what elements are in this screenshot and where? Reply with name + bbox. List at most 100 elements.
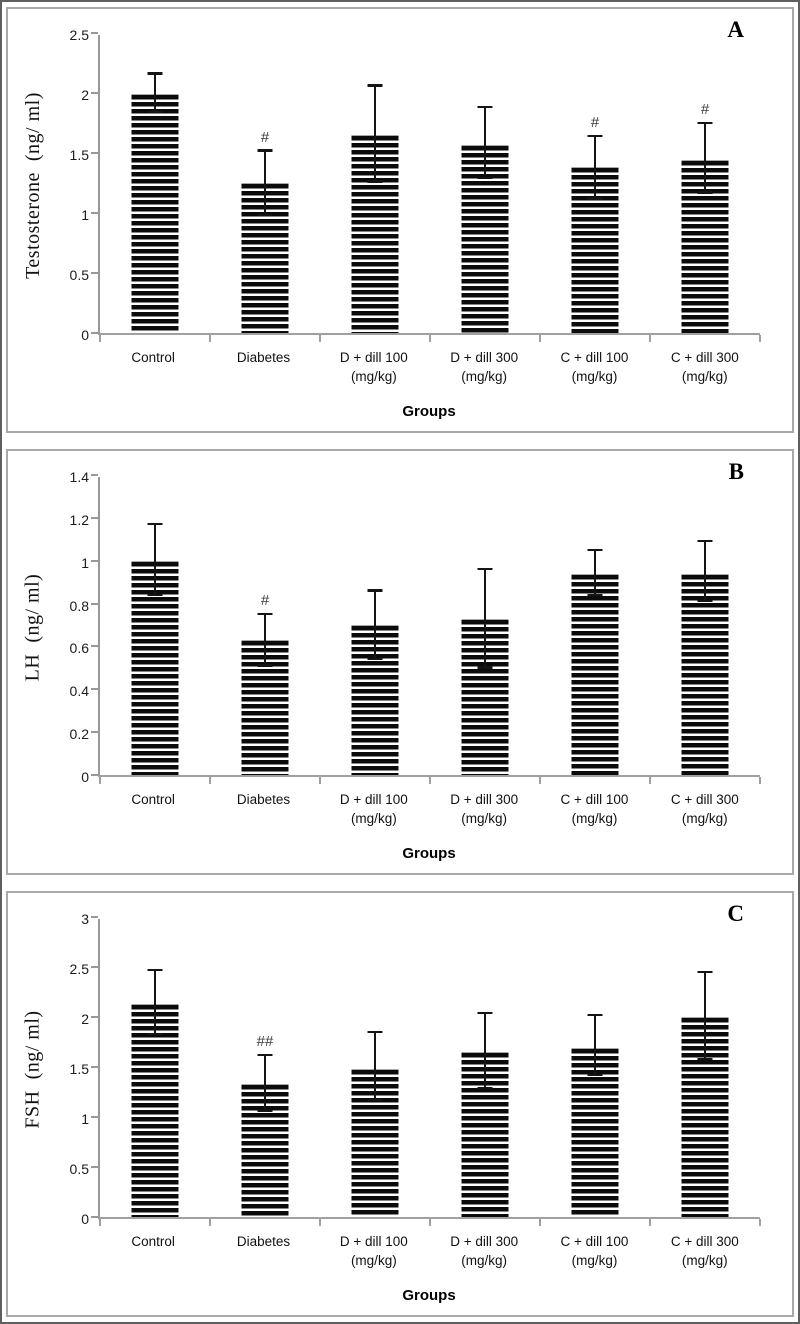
error-bar-cap-bottom [257,1109,273,1112]
x-tick-mark [759,335,761,342]
category-slot [320,477,430,775]
x-axis-title: Groups [402,1286,456,1304]
category-slot [430,477,540,775]
y-tick-label: 0.8 [69,597,89,614]
y-tick-mark [91,332,98,334]
y-tick-mark [91,774,98,776]
y-tick-label: 1 [81,554,89,571]
x-category-label: C + dill 300 (mg/kg) [670,1234,739,1268]
error-bar-line [264,1055,266,1111]
x-category-label: C + dill 300 (mg/kg) [670,350,739,384]
category-slot [320,919,430,1217]
error-bar-cap-top [477,567,493,571]
panel-letter-c: C [727,901,744,926]
bar-4 [571,573,619,775]
y-tick-mark [91,1066,98,1068]
y-tick-label: 2 [81,1011,89,1027]
y-tick-label: 1.5 [69,1061,89,1077]
x-category-label: C + dill 100 (mg/kg) [560,792,629,826]
error-bar-cap-bottom [147,593,163,596]
y-tick-mark [91,152,98,154]
x-axis-labels: Control Diabetes D + dill 100 (mg/kg) D + di… [98,1219,760,1278]
error-bar-cap-top [257,612,273,616]
error-bar-cap-top [147,968,163,971]
error-bar-cap-bottom [257,213,273,217]
y-tick-mark [91,688,98,691]
x-tick-mark [318,1219,321,1226]
error-bar-cap-top [257,1053,273,1056]
error-bar-line [374,1032,376,1100]
x-axis-title: Groups [402,844,456,862]
error-bar-cap-top [697,539,713,543]
x-category-label: D + dill 100 (mg/kg) [339,792,408,826]
y-tick-mark [91,474,98,476]
x-tick-mark [429,777,431,784]
y-axis-ticks: 0 0.2 0.4 0.6 0.8 1 1.2 1.4 [50,469,98,785]
error-bar-line [374,590,376,660]
panel-letter-a: A [727,17,744,42]
bar-0 [131,94,179,333]
x-category-label: Diabetes [236,1234,291,1249]
y-tick-label: 1.4 [69,469,89,485]
y-tick-label: 0.5 [69,1161,89,1177]
y-axis-ticks: 0 0.5 1 1.5 2 2.5 3 [50,911,98,1227]
error-bar-line [594,550,596,595]
y-tick-label: 3 [81,911,89,927]
error-bar-cap-top [147,522,163,526]
error-bar-cap-bottom [587,197,603,200]
x-tick-mark [208,777,211,784]
error-bar-line [704,123,706,193]
y-tick-mark [91,645,98,648]
error-bar-cap-bottom [587,593,603,596]
error-bar-cap-bottom [257,664,273,667]
error-bar-cap-bottom [367,1098,383,1101]
category-slot: # [650,35,760,333]
x-tick-mark [99,1219,101,1226]
category-slot: # [210,477,320,775]
error-bar-cap-bottom [367,180,383,183]
y-axis-ticks: 0 0.5 1 1.5 2 2.5 [50,27,98,343]
y-tick-mark [91,516,98,519]
x-category-label: C + dill 100 (mg/kg) [560,350,629,384]
y-axis-title: Testosterone (ng/ ml) [21,91,44,279]
panel-a: A Testosterone (ng/ ml) 0 0.5 1 1.5 2 2.5 # # #… [6,7,794,433]
y-tick-label: 0 [81,327,89,343]
y-tick-label: 0.2 [69,726,89,743]
y-tick-label: 1.5 [69,147,89,163]
panel-letter-b: B [728,459,744,484]
x-tick-mark [649,1219,651,1226]
error-bar-line [264,150,266,216]
plot-area: # [91,474,761,784]
error-bar-cap-bottom [477,1086,493,1089]
y-tick-mark [91,32,98,34]
error-bar-line [374,85,376,182]
y-tick-label: 1 [81,1111,89,1127]
error-bar-cap-top [257,149,273,152]
y-tick-label: 0 [81,1211,89,1227]
y-tick-mark [91,1216,98,1218]
error-bar-cap-top [367,1030,383,1033]
x-tick-mark [649,777,651,784]
chart-fsh: FSH (ng/ ml) 0 0.5 1 1.5 2 2.5 3 ## Control Dia… [16,903,768,1311]
panel-b: B LH (ng/ ml) 0 0.2 0.4 0.6 0.8 1 1.2 1.4 # Con… [6,449,794,875]
category-slot [430,919,540,1217]
error-bar-cap-bottom [477,176,493,180]
plot-area: # # # [91,32,761,342]
y-tick-mark [91,559,98,562]
category-slot [100,35,210,333]
error-bar-line [704,541,706,602]
error-bar-cap-top [367,84,383,87]
y-tick-mark [91,92,98,94]
x-category-label: Control [131,792,175,807]
x-tick-mark [538,335,541,342]
category-slot [650,477,760,775]
y-axis-title: FSH (ng/ ml) [21,1009,44,1129]
x-axis-labels: Control Diabetes D + dill 100 (mg/kg) D + di… [98,335,760,394]
x-tick-mark [99,777,101,784]
bar-5 [681,573,729,775]
error-bar-cap-bottom [147,1032,163,1035]
significance-mark: # [700,101,710,118]
x-category-label: D + dill 300 (mg/kg) [450,350,519,384]
error-bar-cap-bottom [697,599,713,603]
y-tick-label: 2.5 [69,961,89,977]
